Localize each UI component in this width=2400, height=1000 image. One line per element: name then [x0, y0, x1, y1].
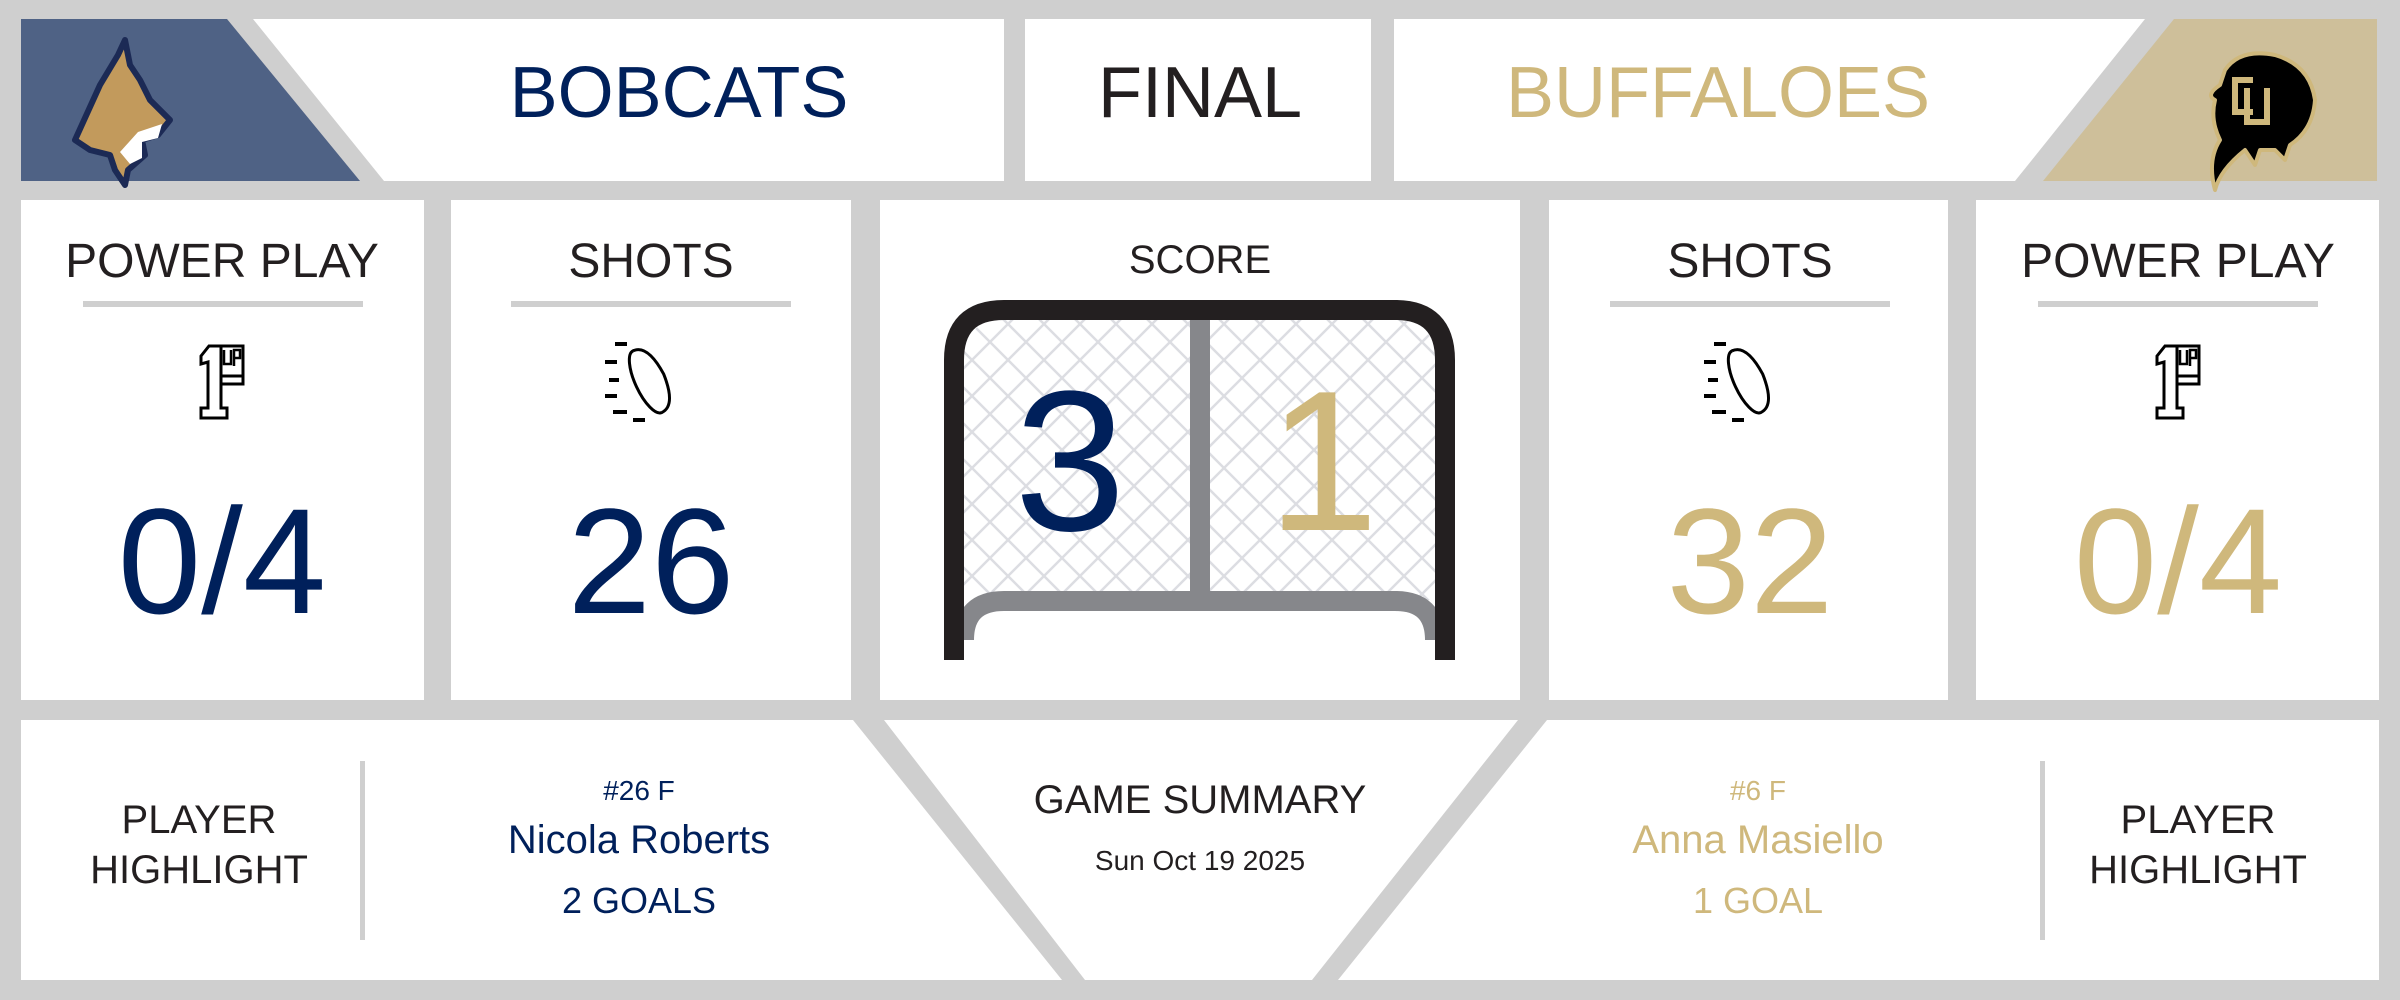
game-summary-title[interactable]: GAME SUMMARY	[1034, 778, 1367, 822]
game-date: Sun Oct 19 2025	[1095, 845, 1305, 876]
home-power-play-label: POWER PLAY	[65, 235, 379, 288]
away-team-panel	[1394, 19, 2145, 181]
home-shots-value: 26	[568, 477, 735, 645]
home-highlight-panel	[21, 720, 1062, 980]
away-power-play-label: POWER PLAY	[2021, 235, 2335, 288]
away-player-stat: 1 GOAL	[1693, 880, 1823, 921]
home-team-panel	[253, 19, 1004, 181]
home-team-name: BOBCATS	[510, 53, 849, 133]
status-panel	[1025, 19, 1371, 181]
away-highlight-panel	[1338, 720, 2379, 980]
game-summary-panel	[884, 720, 1518, 980]
away-player-name: Anna Masiello	[1632, 818, 1883, 862]
score-label: SCORE	[1129, 238, 1271, 282]
away-score: 1	[1267, 350, 1378, 573]
away-shots-panel	[1549, 200, 1948, 700]
divider	[511, 301, 791, 307]
away-power-play-value: 0/4	[2074, 477, 2283, 645]
hockey-net-icon	[944, 300, 1455, 660]
away-highlight-label: PLAYER	[2121, 798, 2276, 842]
home-power-play-panel	[21, 200, 424, 700]
away-power-play-panel	[1976, 200, 2379, 700]
bobcat-logo-icon	[72, 37, 173, 188]
away-player-number: #6 F	[1730, 775, 1786, 806]
divider	[2040, 761, 2045, 940]
home-score: 3	[1014, 350, 1125, 573]
home-player-name: Nicola Roberts	[508, 818, 770, 862]
away-shots-value: 32	[1667, 477, 1834, 645]
home-shots-label: SHOTS	[568, 235, 733, 288]
divider	[360, 761, 365, 940]
away-highlight-label: HIGHLIGHT	[2089, 848, 2307, 892]
buffalo-logo-icon	[2209, 51, 2317, 192]
divider	[2038, 301, 2318, 307]
divider	[1610, 301, 1890, 307]
home-highlight-label: HIGHLIGHT	[90, 848, 308, 892]
home-highlight-label: PLAYER	[122, 798, 277, 842]
away-team-name: BUFFALOES	[1506, 53, 1930, 133]
game-status: FINAL	[1098, 53, 1302, 133]
home-power-play-value: 0/4	[118, 477, 327, 645]
away-shots-label: SHOTS	[1667, 235, 1832, 288]
home-shots-panel	[451, 200, 851, 700]
divider	[83, 301, 363, 307]
home-player-stat: 2 GOALS	[562, 880, 716, 921]
home-player-number: #26 F	[603, 775, 675, 806]
